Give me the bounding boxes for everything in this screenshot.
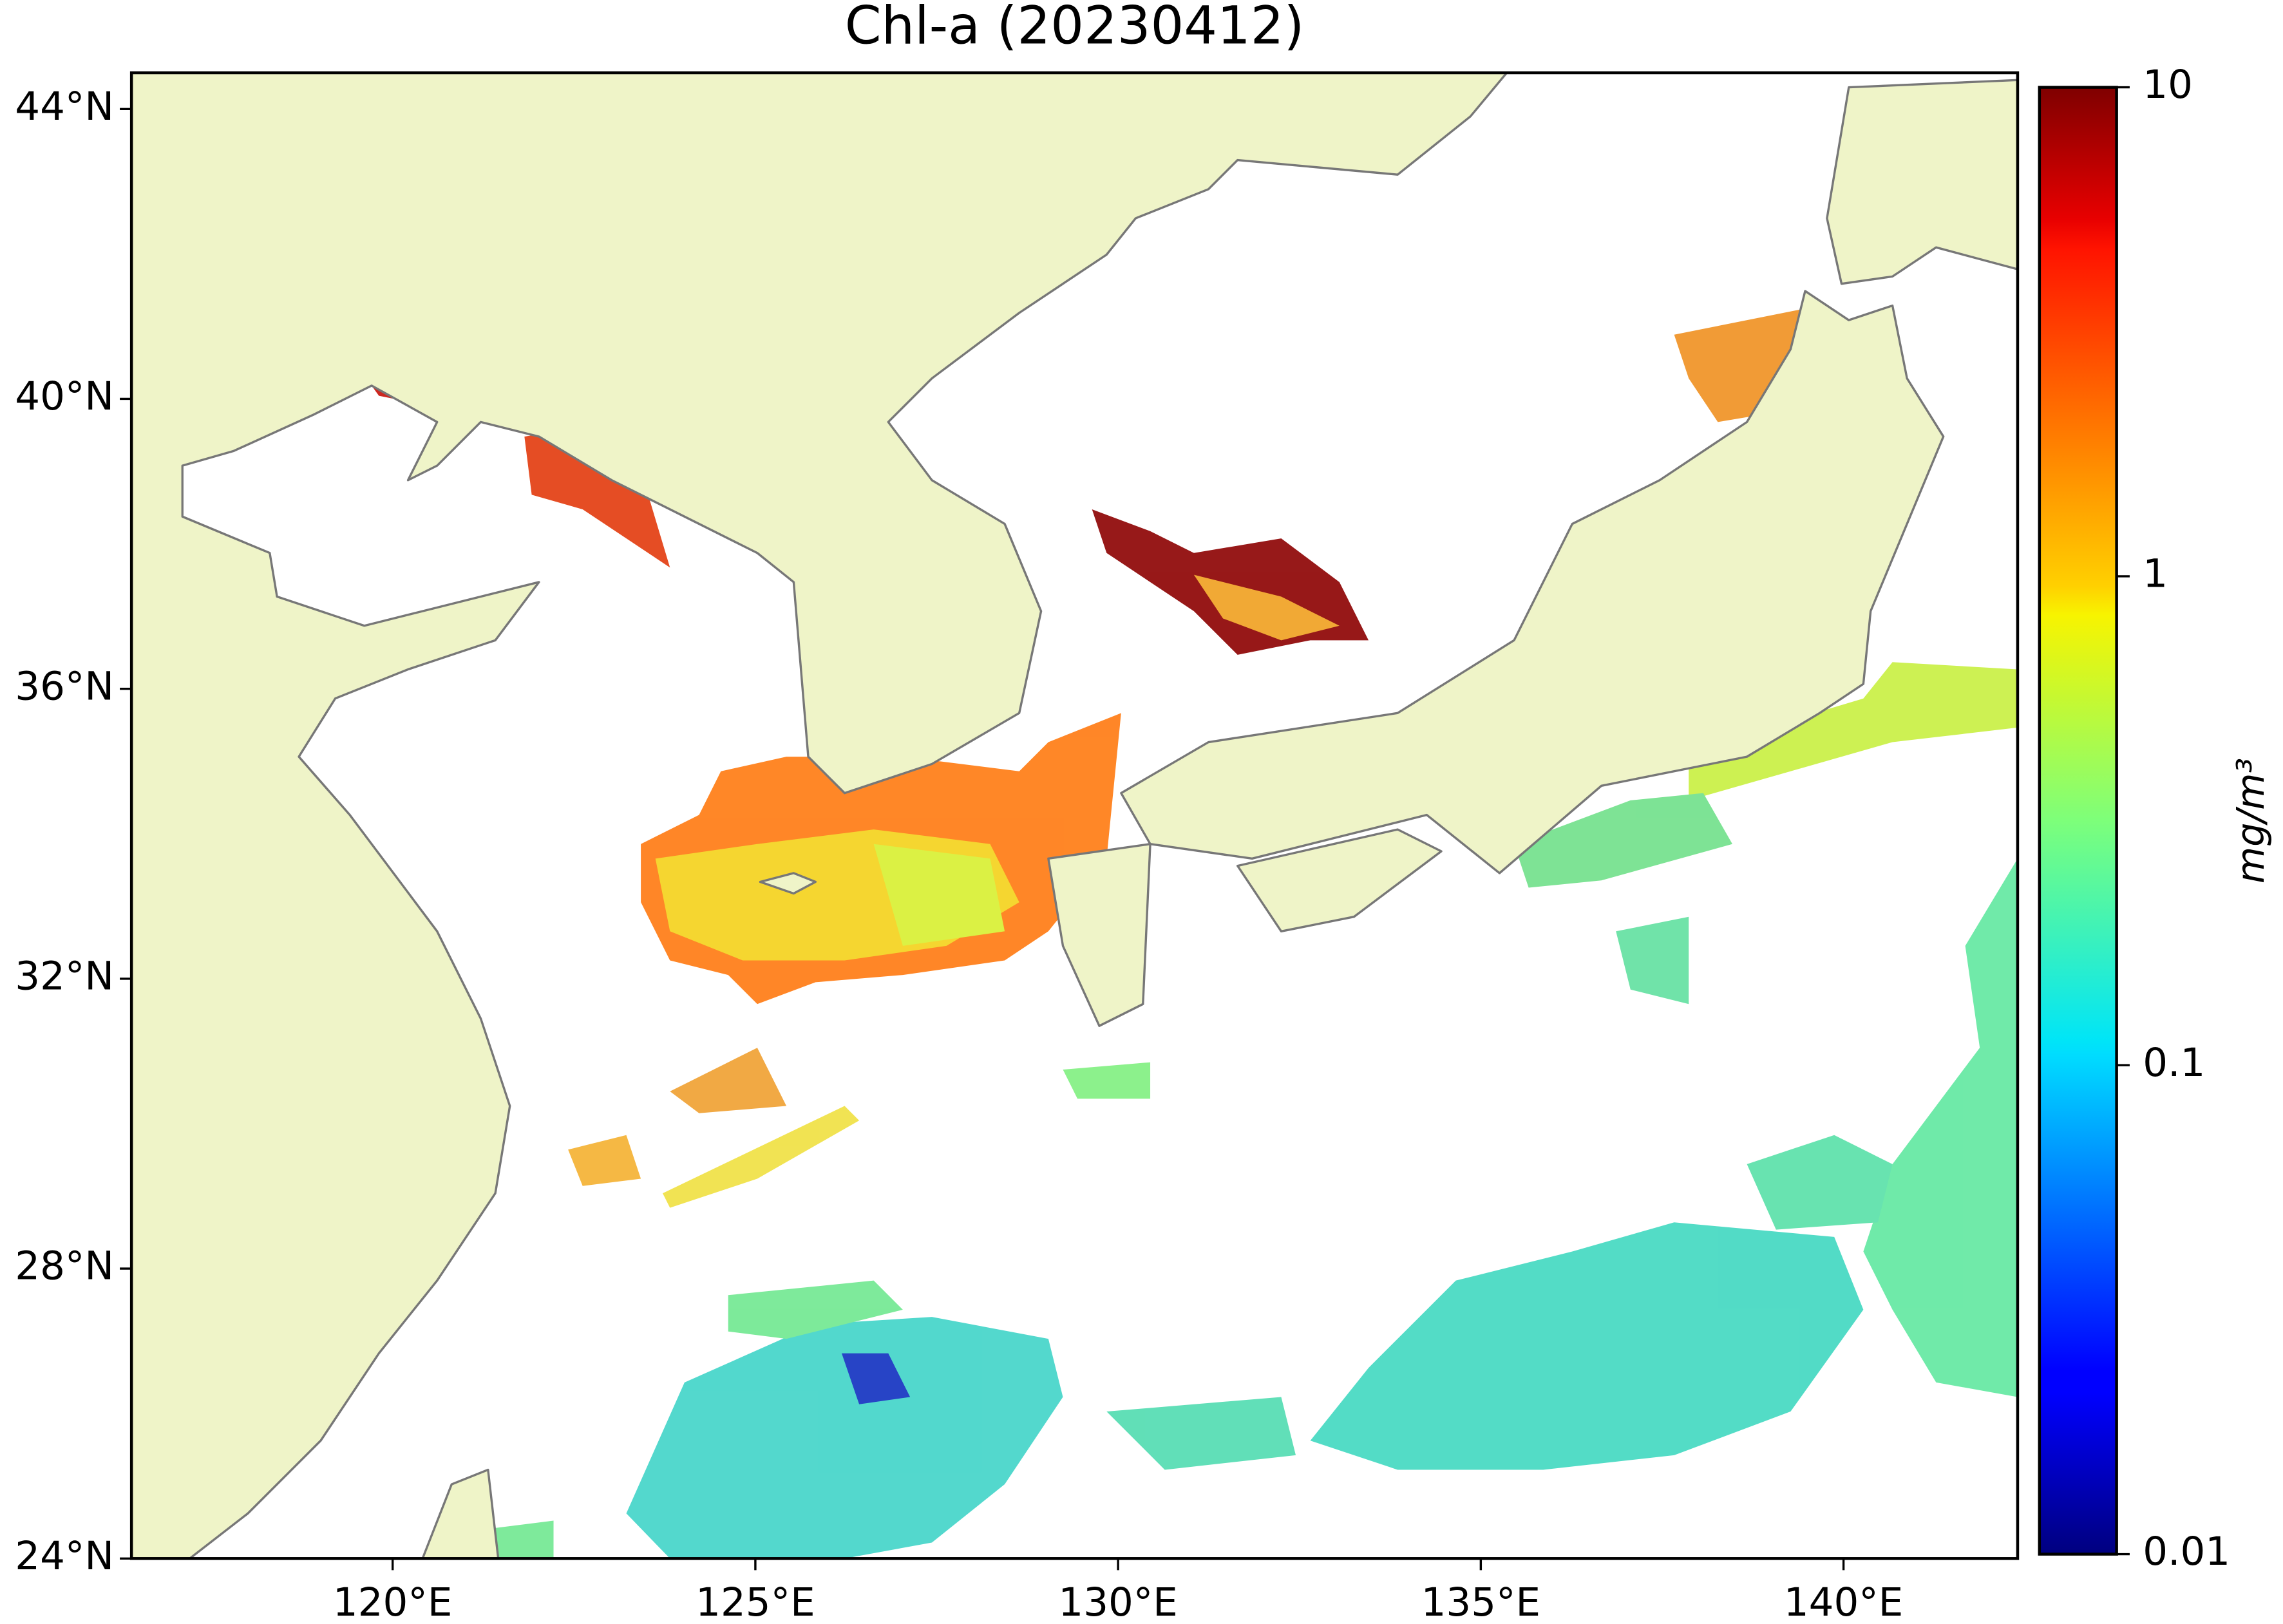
honshu [1120, 290, 1945, 874]
colorbar-tick-label: 1 [2143, 551, 2168, 596]
kyushu [1047, 843, 1151, 1027]
y-tick-label: 44°N [15, 84, 114, 129]
x-tick-label: 125°E [696, 1580, 815, 1624]
y-tick-label: 36°N [15, 663, 114, 709]
colorbar-tick-label: 0.1 [2143, 1040, 2205, 1086]
y-tick-label: 28°N [15, 1243, 114, 1289]
map-area [131, 72, 2018, 1559]
hokkaido [1826, 79, 2018, 285]
map-title: Chl-a (20230412) [845, 0, 1305, 57]
axes-frame [129, 71, 2020, 1560]
y-tick-label: 32°N [15, 953, 114, 999]
y-tick-label: 40°N [15, 373, 114, 419]
x-tick-label: 135°E [1421, 1580, 1540, 1624]
x-tick-label: 120°E [333, 1580, 452, 1624]
shikoku [1236, 828, 1443, 933]
colorbar-label: mg/m³ [2228, 758, 2273, 883]
y-tick-label: 24°N [15, 1533, 114, 1579]
jeju [759, 872, 817, 895]
colorbar-tick-label: 0.01 [2143, 1529, 2230, 1574]
colorbar [2038, 86, 2118, 1556]
colorbar-tick-label: 10 [2143, 62, 2193, 108]
x-tick-label: 130°E [1058, 1580, 1177, 1624]
mainland [131, 72, 1508, 1559]
taiwan [421, 1468, 500, 1559]
x-tick-label: 140°E [1784, 1580, 1903, 1624]
